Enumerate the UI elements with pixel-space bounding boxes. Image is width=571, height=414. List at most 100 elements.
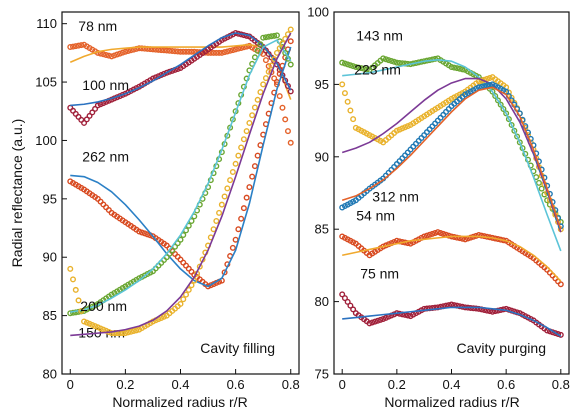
left-data-point [177, 236, 184, 243]
right-y-tick-label: 75 [315, 367, 329, 382]
right-y-tick-label: 80 [315, 294, 329, 309]
right-series-label: 143 nm [356, 28, 403, 44]
right-data-point [423, 305, 430, 312]
left-data-point [144, 231, 151, 238]
left-data-point [282, 49, 289, 56]
left-data-point [119, 49, 126, 56]
right-panel: 0 0.2 0.4 0.6 0.8 75 80 85 90 95 100 143 nm 223 nm… [307, 5, 570, 411]
right-data-point [341, 60, 348, 67]
right-data-point [347, 62, 354, 69]
right-series-4: 75 nm [339, 265, 564, 338]
left-x-tick-label: 0.8 [282, 377, 300, 392]
left-data-point [221, 49, 228, 56]
left-data-point [276, 93, 283, 100]
left-data-point [287, 26, 294, 33]
left-y-tick-label: 105 [35, 75, 57, 90]
right-data-point [393, 59, 400, 66]
left-fit-line [70, 32, 292, 337]
right-data-point [377, 316, 384, 323]
left-data-point [78, 307, 85, 314]
right-series-label: 75 nm [360, 265, 399, 281]
left-data-point [89, 109, 96, 116]
right-x-tick-label: 0.6 [497, 377, 515, 392]
left-y-tick-label: 85 [43, 308, 57, 323]
left-data-point [221, 269, 228, 276]
right-data-point [366, 320, 373, 327]
left-data-point [221, 193, 228, 200]
left-y-tick-label: 100 [35, 133, 57, 148]
right-data-point [508, 121, 515, 128]
right-data-point [503, 305, 510, 312]
left-data-point [235, 226, 242, 233]
right-data-point [453, 234, 460, 241]
left-data-point [262, 34, 269, 41]
right-data-point [511, 127, 518, 134]
left-data-point [227, 47, 234, 54]
left-data-point [83, 116, 90, 123]
right-data-point [500, 106, 507, 113]
left-data-point [125, 329, 132, 336]
right-data-point [429, 304, 436, 311]
right-data-point [445, 232, 452, 239]
right-panel-annotation: Cavity purging [457, 340, 547, 356]
right-data-point [535, 179, 542, 186]
right-data-point [391, 58, 398, 65]
left-data-point [81, 119, 88, 126]
left-data-point [284, 128, 291, 135]
right-data-point [421, 305, 428, 312]
right-data-point [361, 65, 368, 72]
left-data-point [238, 144, 245, 151]
left-data-point [249, 112, 256, 119]
right-fit-line [341, 77, 562, 233]
right-data-point [497, 101, 504, 108]
left-data-point [218, 49, 225, 56]
right-series-label: 54 nm [356, 207, 395, 223]
right-y-tick-label: 100 [307, 5, 329, 20]
left-data-point [279, 104, 286, 111]
right-y-tick-label: 85 [315, 222, 329, 237]
left-data-point [260, 34, 267, 41]
right-data-point [347, 107, 354, 114]
right-data-point [484, 75, 491, 82]
left-y-tick-label: 95 [43, 191, 57, 206]
left-data-point [72, 286, 79, 293]
right-data-point [486, 75, 493, 82]
left-series-4: 200 nm [67, 26, 294, 337]
right-series-3: 54 nm [339, 207, 564, 288]
right-data-point [423, 232, 430, 239]
right-y-tick-label: 95 [315, 77, 329, 92]
left-y-tick-label: 110 [36, 16, 57, 31]
right-data-point [355, 64, 362, 71]
left-data-point [260, 81, 267, 88]
right-y-ticks: 75 80 85 90 95 100 [307, 5, 339, 382]
left-data-point [235, 152, 242, 159]
left-data-point [180, 48, 187, 55]
right-data-point [385, 57, 392, 64]
right-data-point [363, 66, 370, 73]
right-data-point [429, 230, 436, 237]
left-data-point [282, 116, 289, 123]
right-data-point [456, 303, 463, 310]
left-data-point [127, 328, 134, 335]
left-data-point [105, 52, 112, 59]
right-data-point [432, 304, 439, 311]
right-data-point [538, 185, 545, 192]
right-data-point [514, 133, 521, 140]
left-data-point [254, 47, 261, 54]
left-y-ticks: 80 85 90 95 100 105 110 [35, 16, 67, 382]
left-data-point [213, 49, 220, 56]
left-data-point [114, 51, 121, 58]
right-x-tick-label: 0.2 [388, 377, 406, 392]
right-data-point [494, 97, 501, 104]
left-data-point [177, 48, 184, 55]
right-series-label: 223 nm [354, 61, 401, 77]
left-data-point [191, 48, 198, 55]
right-data-point [475, 231, 482, 238]
right-data-point [456, 65, 463, 72]
right-data-point [341, 90, 348, 97]
right-data-point [473, 305, 480, 312]
left-series-1: 100 nm [67, 30, 294, 126]
left-series-0: 78 nm [67, 18, 294, 146]
left-data-point [177, 300, 184, 307]
